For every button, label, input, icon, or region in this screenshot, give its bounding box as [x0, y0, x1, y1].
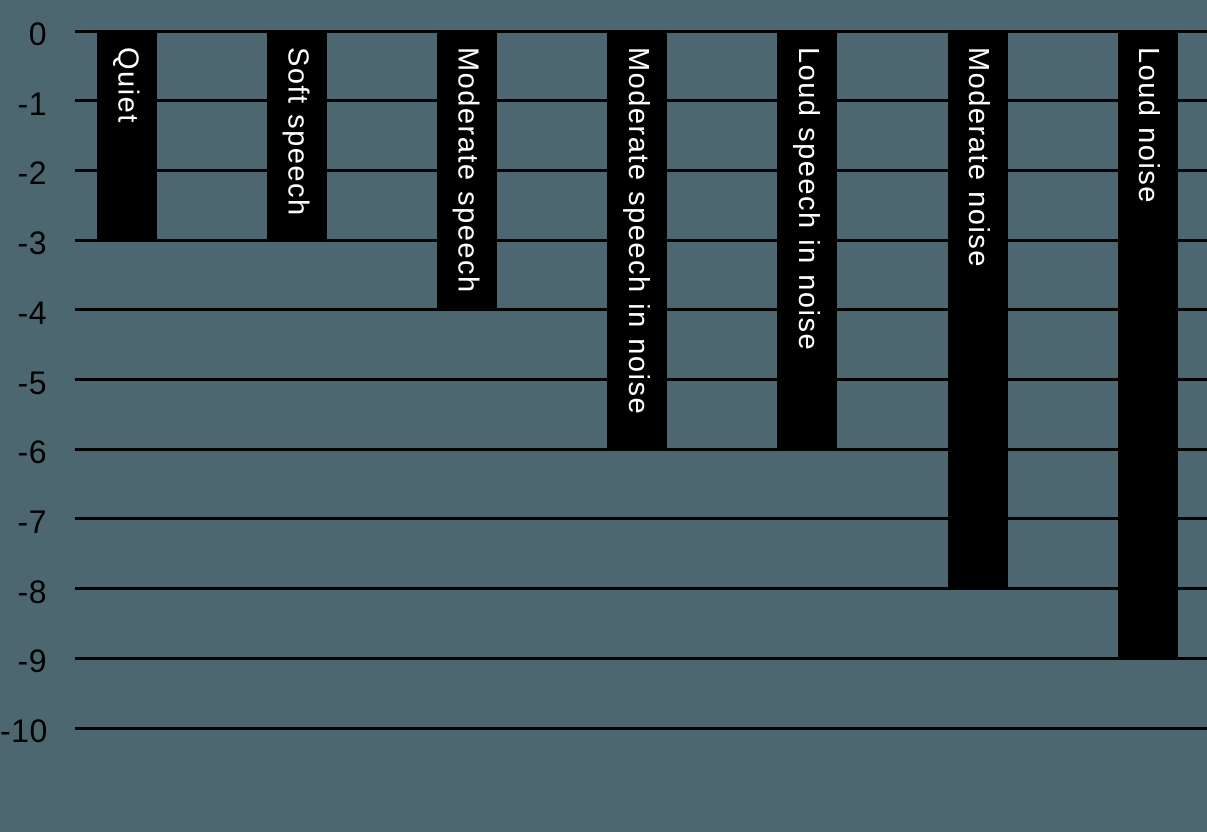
y-tick-label: -5	[17, 364, 47, 401]
y-tick-label: -6	[17, 434, 47, 471]
bar-loud-noise: Loud noise	[1117, 31, 1178, 659]
y-tick-label: -7	[17, 503, 47, 540]
y-tick-label: -3	[17, 225, 47, 262]
bar-label: Moderate noise	[962, 47, 994, 268]
y-tick-label: -4	[17, 294, 47, 331]
y-tick-label: -1	[17, 85, 47, 122]
bar-moderate-speech-in-noise: Moderate speech in noise	[607, 31, 668, 450]
y-tick-label: -8	[17, 573, 47, 610]
bar-loud-speech-in-noise: Loud speech in noise	[777, 31, 838, 450]
y-tick-label: 0	[28, 16, 47, 52]
gridline	[75, 447, 1207, 451]
gridline	[75, 656, 1207, 660]
bar-label: Loud speech in noise	[791, 47, 824, 352]
bar-label: Soft speech	[281, 47, 314, 217]
bar-moderate-noise: Moderate noise	[947, 31, 1008, 589]
gridline	[75, 587, 1207, 591]
bar-label: Quiet	[111, 47, 144, 124]
bar-quiet: Quiet	[97, 31, 157, 241]
gridline	[75, 726, 1207, 730]
bar-soft-speech: Soft speech	[267, 31, 328, 241]
bar-moderate-speech: Moderate speech	[437, 31, 498, 310]
bar-label: Loud noise	[1132, 47, 1165, 204]
gridline	[75, 517, 1207, 521]
y-tick-label: -10	[0, 713, 48, 749]
y-tick-label: -9	[17, 643, 47, 680]
bar-label: Moderate speech in noise	[621, 47, 654, 416]
y-tick-label: -2	[17, 155, 47, 192]
bar-label: Moderate speech	[451, 47, 484, 294]
